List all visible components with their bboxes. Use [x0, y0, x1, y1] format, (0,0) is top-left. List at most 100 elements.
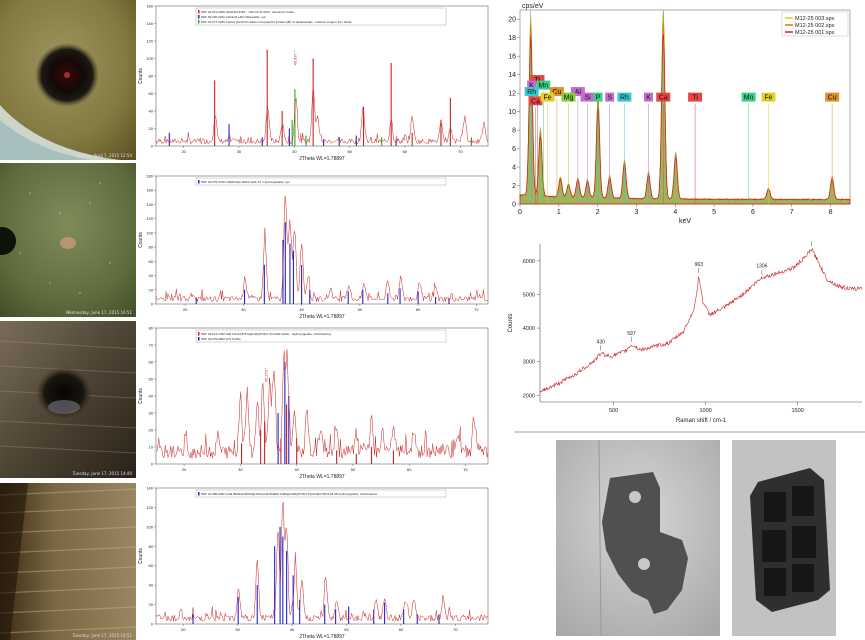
element-label-s: S: [605, 92, 615, 102]
element-label-si: Si: [580, 92, 595, 102]
element-symbol: K: [529, 83, 534, 90]
y-tick-label: 20: [149, 428, 154, 433]
x-tick-label: 40: [290, 627, 295, 632]
x-tick-label: 50: [351, 467, 356, 472]
element-label-al: Al: [570, 87, 585, 97]
y-tick-label: 12: [508, 91, 516, 98]
x-tick-label: 0: [518, 209, 522, 216]
element-tag: [644, 92, 654, 102]
y-tick-label: 4: [512, 165, 516, 172]
element-tag: [605, 92, 615, 102]
y-axis-label: Counts: [138, 548, 144, 564]
element-label-k: K: [527, 80, 537, 90]
y-tick-label: 0: [151, 302, 154, 307]
y-tick-label: 20: [508, 17, 516, 24]
x-tick-label: 50: [347, 149, 352, 154]
legend-entry: PDF 01-075-3726 Ca5(PO4)2.92Si0.1)H1.44 …: [201, 180, 290, 184]
photo-3: Tuesday, June 17, 2015 14:49: [0, 321, 136, 478]
element-tag: [825, 92, 840, 102]
x-tick-label: 2: [596, 209, 600, 216]
element-label-cu: Cu: [549, 87, 564, 97]
y-tick-label: 2000: [523, 393, 535, 399]
element-label-fe: Fe: [540, 92, 555, 102]
y-tick-label: 120: [146, 39, 153, 44]
y-tick-label: 80: [149, 245, 154, 250]
photo-1-image: [0, 0, 136, 160]
y-tick-label: 40: [149, 109, 154, 114]
x-tick-label: 5: [712, 209, 716, 216]
element-label-fe: Fe: [761, 92, 776, 102]
y-tick-label: 160: [146, 188, 153, 193]
y-tick-label: 140: [146, 21, 153, 26]
legend-entry: M12-25 001.spx: [795, 30, 835, 36]
xrd-chart-3: 0 10 20 30 40 50 60 70 80 20 30 40 50 60 70 2Theta WL=1…: [138, 326, 489, 480]
x-tick-label: 30: [238, 467, 243, 472]
photo-4-caption: Tuesday, June 17, 2015 14:51: [72, 633, 132, 638]
x-tick-label: 70: [458, 149, 463, 154]
x-tick-label: 20: [183, 307, 188, 312]
element-symbol: Ti: [535, 77, 541, 84]
y-tick-label: 6: [512, 146, 516, 153]
y-tick-label: 180: [146, 174, 153, 179]
photo-4: Tuesday, June 17, 2015 14:51: [0, 483, 136, 640]
xray-hole-upper: [629, 491, 641, 503]
y-tick-label: 60: [149, 259, 154, 264]
element-symbol: Fe: [764, 95, 772, 102]
x-axis-label: 2Theta WL=1.78897: [299, 156, 345, 162]
photo-1-caption: Tuesday, April 7, 2015 12:54: [74, 153, 132, 158]
x-tick-label: 60: [399, 627, 404, 632]
y-tick-label: 70: [149, 343, 154, 348]
legend-entry: M12-25 002.spx: [795, 23, 835, 29]
element-tag: [688, 92, 703, 102]
legend-swatch: [198, 180, 200, 184]
element-symbol: K: [646, 95, 651, 102]
plot-area: [519, 9, 851, 205]
element-symbol: Si: [584, 95, 591, 102]
element-symbol: P: [596, 95, 601, 102]
y-tick-label: 100: [146, 524, 153, 529]
element-label-ti: Ti: [688, 92, 703, 102]
x-tick-label: 50: [344, 627, 349, 632]
y-tick-label: 16: [508, 54, 516, 61]
element-tag: [549, 87, 564, 97]
element-symbol: Fe: [543, 95, 551, 102]
y-tick-label: 80: [149, 74, 154, 79]
peak-annotation: 49.937 *: [293, 50, 298, 65]
element-tag: [580, 92, 595, 102]
legend-swatch: [198, 492, 200, 496]
x-axis-label: keV: [679, 218, 691, 224]
legend-box: [195, 489, 447, 498]
y-tick-label: 100: [146, 230, 153, 235]
y-tick-label: 60: [149, 563, 154, 568]
x-axis-label: 2Theta WL=1.78897: [299, 634, 345, 640]
element-label-ca: Ca: [528, 96, 543, 106]
y-tick-label: 120: [146, 216, 153, 221]
x-tick-label: 1500: [791, 408, 803, 414]
element-label-k: K: [644, 92, 654, 102]
y-axis-label: Counts: [138, 388, 144, 404]
legend-entry: M12-25 003.spx: [795, 16, 835, 22]
legend-entry: PDF 01-089-6452 (Ca9.592Na0.087Mg0.031)(…: [201, 492, 378, 496]
y-tick-label: 80: [149, 326, 154, 331]
x-tick-label: 4: [673, 209, 677, 216]
element-symbol: Ca: [659, 95, 668, 102]
y-tick-label: 20: [149, 126, 154, 131]
y-tick-label: 0: [151, 622, 154, 627]
element-tag: [761, 92, 776, 102]
x-tick-label: 6: [751, 209, 755, 216]
x-tick-label: 20: [181, 149, 186, 154]
photo-2-image: [0, 163, 136, 317]
legend-entry: PDF 04-013-1792 Na0.11Ca4.876 Mg0.02)(PO…: [201, 332, 331, 336]
photo-3-image: [0, 321, 136, 478]
raman-spectrum-chart: 2000 3000 4000 5000 6000 500 1000 1500 Raman shi…: [508, 240, 863, 424]
element-tag: [540, 92, 555, 102]
y-tick-label: 0: [151, 144, 154, 149]
y-tick-label: 140: [146, 202, 153, 207]
y-tick-label: 140: [146, 486, 153, 491]
y-tick-label: 8: [512, 128, 516, 135]
photo-3-caption: Tuesday, June 17, 2015 14:49: [72, 471, 132, 476]
x-tick-label: 40: [292, 149, 297, 154]
element-symbol: Cu: [828, 95, 837, 102]
xrd-chart-1: 0 20 40 60 80 100 120 140 160 20 30 40 50 60 70 2Theta …: [138, 4, 489, 162]
